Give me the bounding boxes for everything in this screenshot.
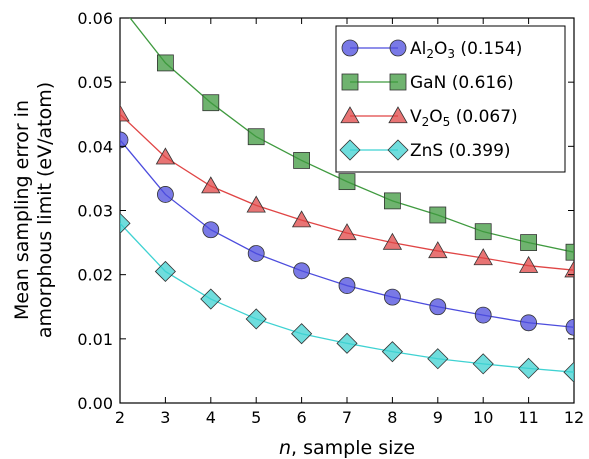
x-tick-label: 7 (342, 408, 352, 427)
data-point-triangle (291, 210, 312, 228)
data-point-square (338, 173, 356, 191)
data-point-triangle (246, 195, 266, 213)
x-tick-label: 4 (206, 408, 216, 427)
y-tick-label: 0.05 (77, 73, 113, 92)
data-point-triangle (120, 104, 130, 122)
data-point-circle (565, 318, 574, 336)
x-tick-label: 12 (564, 408, 584, 427)
legend-marker-diamond (387, 139, 409, 161)
x-tick-label: 8 (387, 408, 397, 427)
data-point-diamond (427, 348, 449, 370)
y-tick-labels: 0.00 0.01 0.02 0.03 0.04 0.05 0.06 (77, 9, 113, 413)
data-point-diamond (381, 341, 403, 363)
data-point-diamond (518, 357, 540, 379)
x-tick-label: 5 (251, 408, 261, 427)
data-point-square (112, 0, 128, 13)
data-point-square (474, 223, 492, 241)
x-tick-label: 6 (297, 408, 307, 427)
series-al2o3 (120, 131, 574, 336)
x-tick-labels: 2 3 4 5 6 7 8 9 10 11 12 (115, 408, 584, 427)
data-point-circle (474, 306, 492, 324)
legend-entry: Al2O3 (0.154) (341, 39, 522, 61)
data-point-square (429, 206, 447, 224)
data-point-diamond (563, 361, 574, 383)
legend-marker-circle (389, 39, 407, 57)
y-tick-label: 0.02 (77, 266, 113, 285)
legend: Al2O3 (0.154) GaN (0.616) V2O5 (0.067) ZnS … (335, 25, 566, 173)
y-tick-label: 0.03 (77, 202, 113, 221)
legend-entry: ZnS (0.399) (339, 139, 511, 161)
data-point-diamond (200, 288, 222, 310)
data-point-square (202, 94, 220, 112)
legend-marker-square (341, 73, 359, 91)
legend-marker-triangle (340, 106, 360, 124)
legend-label: ZnS (0.399) (410, 141, 511, 161)
data-point-circle (202, 221, 220, 239)
y-tick-label: 0.04 (77, 137, 113, 156)
y-tick-label: 0.00 (77, 394, 113, 413)
legend-marker-triangle (388, 106, 408, 124)
data-point-triangle (473, 248, 493, 266)
legend-entries: Al2O3 (0.154) GaN (0.616) V2O5 (0.067) ZnS … (339, 39, 522, 161)
series-zns (120, 212, 574, 383)
data-point-circle (293, 262, 311, 280)
tick-layer (119, 17, 575, 404)
legend-entry: V2O5 (0.067) (340, 106, 518, 129)
data-point-circle (156, 186, 174, 203)
legend-marker-square (389, 73, 407, 91)
data-point-square (383, 192, 401, 210)
data-point-diamond (472, 353, 494, 375)
data-point-circle (383, 288, 401, 306)
data-point-triangle (201, 176, 221, 194)
x-tick-label: 11 (518, 408, 538, 427)
data-point-triangle (155, 147, 176, 165)
data-point-triangle (428, 241, 448, 259)
x-tick-label: 3 (160, 408, 170, 427)
legend-frame (335, 25, 566, 173)
data-point-square (565, 243, 574, 261)
x-tick-label: 9 (433, 408, 443, 427)
data-point-square (247, 128, 265, 146)
data-point-triangle (518, 255, 539, 273)
series-v2o5 (120, 104, 574, 278)
data-point-circle (247, 245, 265, 262)
data-point-triangle (337, 223, 357, 241)
data-point-diamond (120, 212, 131, 234)
y-tick-label: 0.06 (77, 9, 113, 28)
data-point-square (293, 152, 311, 169)
y-tick-label: 0.01 (77, 330, 113, 349)
data-point-circle (520, 314, 537, 332)
y-axis-label-line-1: Mean sampling error in (11, 100, 33, 320)
legend-label: Al2O3 (0.154) (410, 39, 522, 61)
legend-marker-circle (341, 39, 359, 57)
y-axis-label: Mean sampling error in amorphous limit (… (11, 82, 56, 338)
legend-marker-diamond (339, 139, 361, 161)
data-point-diamond (154, 260, 176, 283)
y-axis-label-line-2: amorphous limit (eV/atom) (34, 82, 56, 338)
legend-label: GaN (0.616) (410, 73, 514, 93)
data-point-triangle (564, 260, 574, 278)
data-point-square (520, 234, 537, 251)
data-point-diamond (336, 332, 358, 354)
data-point-square (156, 54, 174, 72)
legend-label: V2O5 (0.067) (410, 107, 518, 129)
x-axis-label: n, sample size (279, 437, 415, 459)
data-point-diamond (245, 308, 267, 330)
x-tick-label: 2 (115, 408, 125, 427)
x-tick-label: 10 (473, 408, 493, 427)
series-layer (112, 0, 574, 383)
data-point-circle (338, 277, 356, 294)
data-point-circle (429, 298, 447, 316)
series-gan (112, 0, 574, 261)
legend-entry: GaN (0.616) (341, 73, 514, 93)
data-point-diamond (291, 323, 313, 345)
data-point-triangle (382, 232, 403, 250)
data-point-circle (120, 131, 129, 149)
